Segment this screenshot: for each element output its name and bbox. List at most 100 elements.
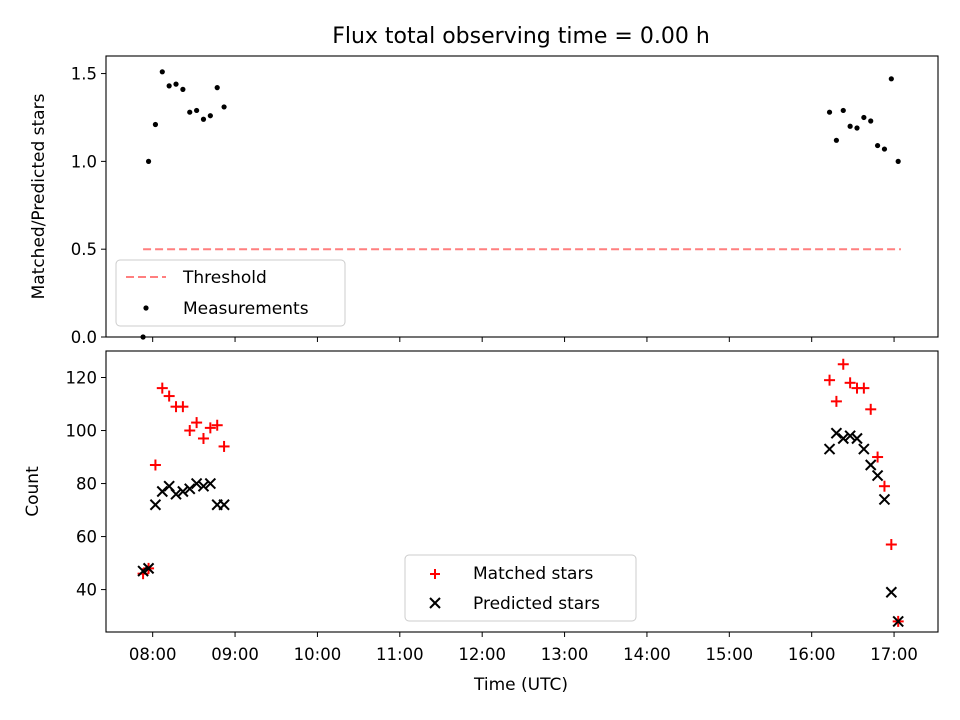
x-tick-label: 15:00 <box>706 645 754 664</box>
matched-star-point <box>872 451 884 463</box>
chart-title: Flux total observing time = 0.00 h <box>332 24 710 49</box>
legend-measurements-label: Measurements <box>183 299 309 319</box>
legend-measurements-swatch <box>143 305 149 311</box>
legend-predicted-label: Predicted stars <box>473 594 600 614</box>
measurement-point <box>145 158 152 164</box>
bottom-panel: 40 60 80 100 120 08:00 09:00 10:00 11:00 12:00 13… <box>23 350 939 695</box>
measurement-point <box>895 158 901 164</box>
measurement-point <box>861 114 867 121</box>
x-axis-label: Time (UTC) <box>473 675 568 695</box>
legend-matched-label: Matched stars <box>473 564 593 584</box>
predicted-star-point <box>204 477 217 490</box>
measurement-point <box>874 142 881 149</box>
measurement-point <box>180 86 186 92</box>
matched-star-point <box>177 401 189 413</box>
measurement-point <box>200 116 207 122</box>
top-panel: 0.0 0.5 1.0 1.5 Matched/Predicted stars Thr… <box>29 55 939 347</box>
matched-star-point <box>156 382 168 394</box>
matched-star-point <box>211 419 223 431</box>
measurement-point <box>194 107 200 114</box>
matched-star-point <box>204 422 216 434</box>
bottom-y-tick-label: 80 <box>76 475 97 494</box>
x-tick-label: 08:00 <box>129 645 177 664</box>
measurement-point <box>826 109 833 115</box>
bottom-y-tick-label: 100 <box>66 422 98 441</box>
top-y-axis-label: Matched/Predicted stars <box>29 93 49 299</box>
matched-star-point <box>844 377 856 389</box>
measurement-point <box>187 109 193 115</box>
predicted-star-point <box>851 432 863 445</box>
measurement-point <box>881 146 888 152</box>
predicted-star-point <box>197 480 210 492</box>
predicted-star-point <box>844 430 856 442</box>
predicted-star-point <box>837 432 849 445</box>
measurement-point <box>221 104 227 110</box>
top-y-tick-label: 1.5 <box>71 65 97 84</box>
measurement-point <box>207 113 213 119</box>
top-axes-frame <box>105 55 939 338</box>
predicted-star-point <box>878 493 891 506</box>
x-tick-label: 11:00 <box>376 645 424 664</box>
x-tick-label: 09:00 <box>211 645 259 664</box>
predicted-star-point <box>218 499 230 511</box>
bottom-legend: Matched stars Predicted stars <box>404 554 637 622</box>
top-y-tick-label: 0.0 <box>71 328 97 347</box>
predicted-star-point <box>885 586 898 598</box>
measurement-point <box>214 85 220 91</box>
predicted-star-point <box>137 565 149 577</box>
bottom-y-axis-label: Count <box>23 466 43 517</box>
bottom-axes-frame <box>105 350 939 633</box>
bottom-x-ticks: 08:00 09:00 10:00 11:00 12:00 13:00 14:00 15:00… <box>129 632 918 664</box>
measurement-point <box>166 83 172 89</box>
measurement-point <box>840 107 846 114</box>
predicted-star-point <box>170 488 182 500</box>
predicted-star-point <box>156 485 168 498</box>
predicted-star-point <box>871 469 884 482</box>
bottom-y-tick-label: 60 <box>76 528 97 547</box>
count-points <box>137 358 904 628</box>
matched-star-point <box>218 440 230 452</box>
predicted-star-point <box>142 562 155 575</box>
x-tick-label: 13:00 <box>541 645 589 664</box>
predicted-star-point <box>823 443 836 455</box>
top-y-tick-label: 1.0 <box>71 152 97 171</box>
x-tick-label: 17:00 <box>870 645 918 664</box>
matched-star-point <box>191 417 203 429</box>
x-tick-label: 14:00 <box>623 645 671 664</box>
bottom-y-tick-label: 40 <box>76 581 97 600</box>
predicted-star-point <box>190 477 203 490</box>
legend-matched-swatch <box>430 569 440 579</box>
matched-star-point <box>865 403 877 415</box>
measurement-point <box>868 118 874 124</box>
top-legend-box <box>115 259 346 327</box>
legend-predicted-swatch <box>429 597 441 609</box>
measurement-point <box>833 137 840 143</box>
x-tick-label: 16:00 <box>788 645 836 664</box>
measurement-point <box>173 81 179 87</box>
matched-star-point <box>149 459 161 471</box>
matched-star-point <box>197 432 209 444</box>
x-tick-label: 10:00 <box>294 645 342 664</box>
matched-star-point <box>837 358 849 370</box>
matched-star-point <box>885 539 897 551</box>
top-y-ticks: 0.0 0.5 1.0 1.5 <box>71 65 106 347</box>
predicted-star-point <box>184 483 196 495</box>
matched-star-point <box>858 382 870 394</box>
top-legend: Threshold Measurements <box>115 259 346 327</box>
matched-star-point <box>163 390 175 402</box>
predicted-star-point <box>858 443 870 455</box>
matched-star-point <box>830 395 842 407</box>
predicted-star-point <box>865 459 877 471</box>
matched-star-point <box>824 374 836 386</box>
matched-star-point <box>878 480 890 492</box>
predicted-star-point <box>830 427 843 439</box>
measurement-point <box>888 76 894 82</box>
legend-threshold-label: Threshold <box>182 268 267 288</box>
measurement-points <box>140 69 901 340</box>
bottom-legend-box <box>404 554 637 622</box>
predicted-star-point <box>892 615 904 628</box>
bottom-y-tick-label: 120 <box>66 369 98 388</box>
measurement-point <box>159 69 165 75</box>
matched-star-point <box>184 425 196 437</box>
